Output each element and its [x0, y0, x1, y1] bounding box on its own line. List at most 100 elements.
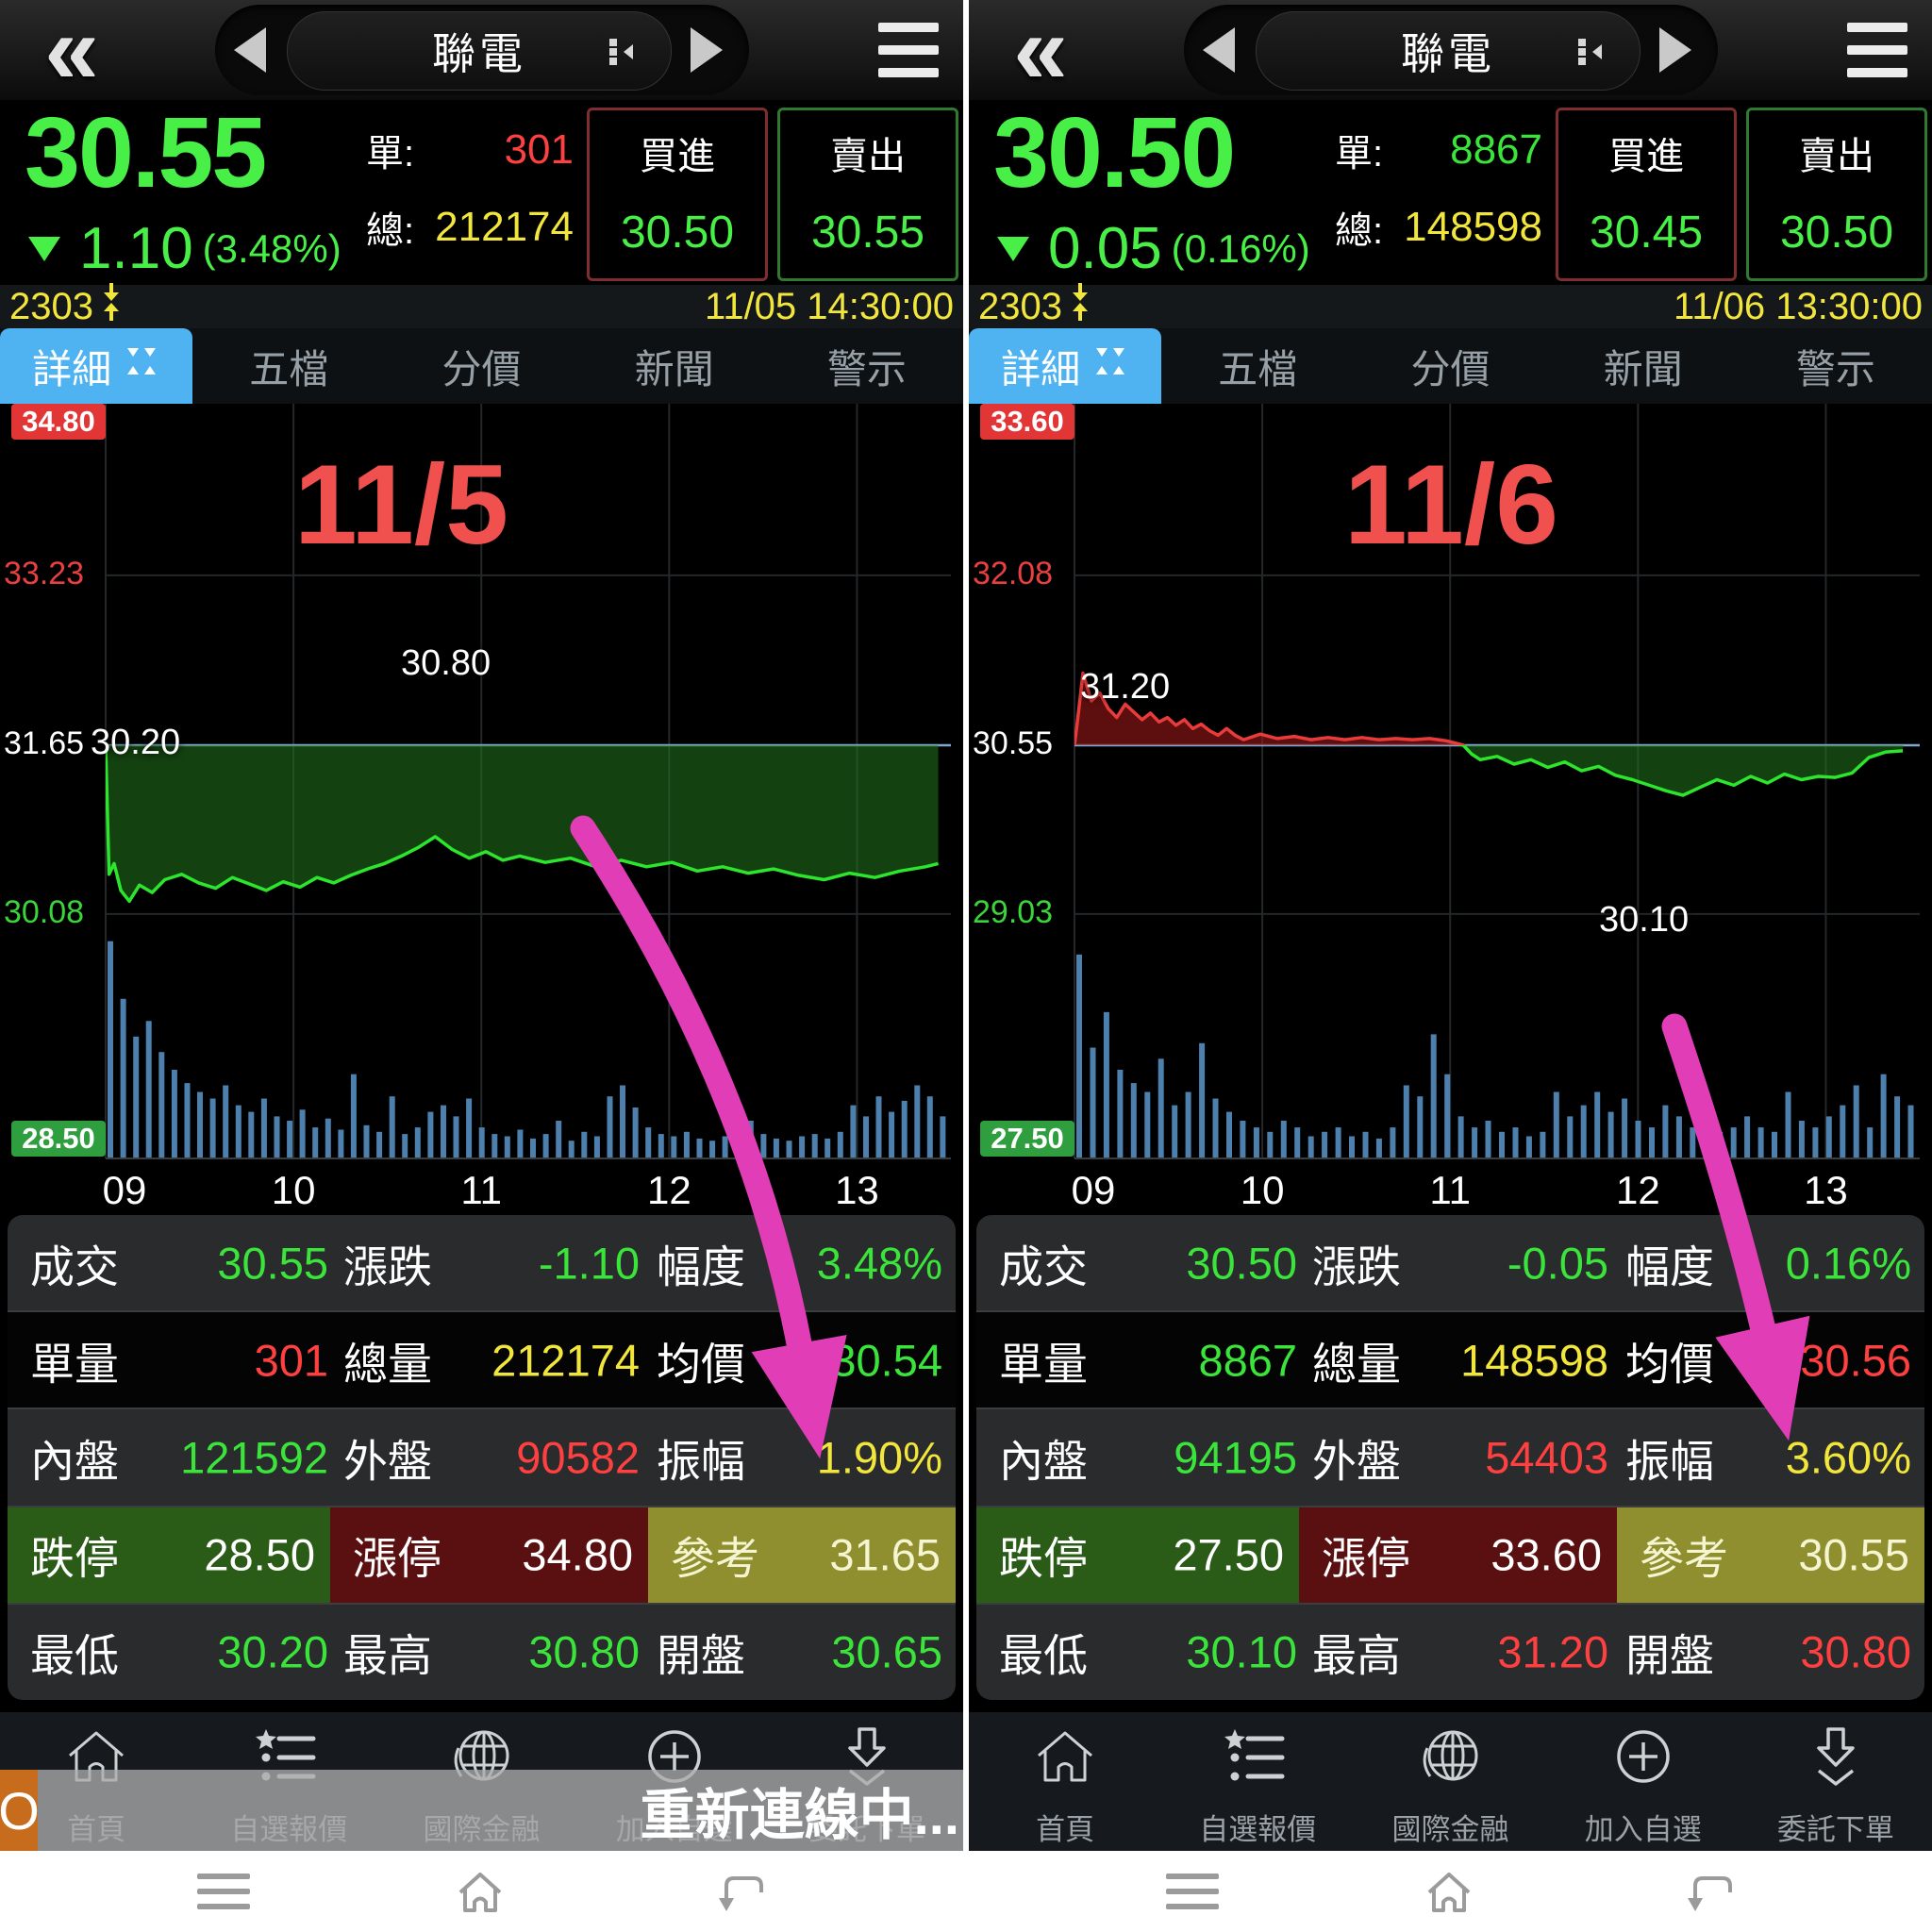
watchlist-icon [1222, 1722, 1293, 1798]
volume-summary: 單: 301 總: 212174 [366, 111, 574, 266]
next-stock-button[interactable] [1659, 27, 1703, 73]
nav-item-加入自選[interactable]: 加入自選 [1547, 1712, 1740, 1851]
triangle-left-icon [234, 27, 266, 73]
back-button[interactable]: « [974, 0, 1107, 105]
tab-警示[interactable]: 警示 [771, 328, 963, 404]
nav-item-label: 自選報價 [1199, 1813, 1317, 1846]
cell-label: 最低 [999, 1630, 1088, 1681]
limit-up-chip: 34.80 [11, 404, 106, 440]
buy-price: 30.50 [620, 208, 735, 258]
cell-value: 0.16% [1785, 1238, 1911, 1289]
change-percent: (3.48%) [202, 225, 341, 271]
svg-text:10: 10 [272, 1168, 316, 1212]
cell-value: 30.56 [1800, 1335, 1911, 1386]
cell-value: 3.60% [1785, 1432, 1911, 1483]
cell-label: 開盤 [1625, 1630, 1714, 1681]
price-point-label: 30.10 [1599, 900, 1690, 940]
cell-value: 30.50 [1186, 1238, 1297, 1289]
nav-item-label: 國際金融 [1391, 1813, 1509, 1846]
total-volume: 148598 [1404, 204, 1542, 250]
cell-label: 成交 [999, 1241, 1088, 1292]
android-back-icon[interactable] [710, 1864, 767, 1919]
tab-label: 詳細 [32, 346, 112, 391]
volume-summary: 單: 8867 總: 148598 [1335, 111, 1542, 266]
sell-price: 30.50 [1779, 208, 1894, 258]
buy-label: 買進 [640, 136, 715, 177]
android-home-icon[interactable] [1422, 1864, 1476, 1919]
buy-button[interactable]: 買進 30.50 [587, 108, 768, 281]
hamburger-menu-icon[interactable] [1847, 23, 1907, 77]
recent-apps-icon[interactable] [196, 1874, 250, 1909]
cell-value: -0.05 [1507, 1238, 1608, 1289]
last-price: 30.55 [25, 97, 267, 208]
price-change: 0.05 (0.16%) [997, 215, 1310, 282]
android-home-icon[interactable] [453, 1864, 508, 1919]
price-summary: 30.55 1.10 (3.48%) 單: 301 總: 212174 買進 30.… [0, 97, 963, 285]
nav-item-委託下單[interactable]: 委託下單 [1740, 1712, 1932, 1851]
cell-value: 30.80 [528, 1626, 640, 1677]
stock-selector[interactable]: 聯電 [287, 11, 672, 91]
ticker-statusbar: 2303 11/06 13:30:00 [969, 283, 1932, 328]
tab-label: 分價 [1410, 346, 1491, 391]
tab-五檔[interactable]: 五檔 [1161, 328, 1354, 404]
cell-value: 301 [254, 1335, 328, 1386]
stock-switch-icon[interactable] [1574, 35, 1607, 74]
tab-詳細[interactable]: 詳細 [0, 328, 193, 404]
buy-button[interactable]: 買進 30.45 [1556, 108, 1737, 281]
sell-button[interactable]: 賣出 30.55 [777, 108, 958, 281]
cell-value: 31.20 [1497, 1626, 1608, 1677]
down-arrow-icon [28, 236, 60, 261]
cell-label: 參考 [1640, 1533, 1728, 1584]
cell-value: 3.48% [816, 1238, 942, 1289]
cell-label: 均價 [1625, 1339, 1714, 1390]
cell-label: 漲跌 [343, 1241, 432, 1292]
android-system-bar [969, 1851, 1932, 1932]
hamburger-menu-icon[interactable] [878, 23, 939, 77]
double-chevron-left-icon: « [1013, 0, 1068, 105]
tab-分價[interactable]: 分價 [385, 328, 577, 404]
tab-詳細[interactable]: 詳細 [969, 328, 1162, 404]
cell-label: 內盤 [999, 1436, 1088, 1487]
cell-value: 30.20 [217, 1626, 328, 1677]
table-row: 單量 301 總量 212174 均價 30.54 [8, 1310, 956, 1408]
stock-code: 2303 [978, 285, 1062, 327]
stock-selector[interactable]: 聯電 [1256, 11, 1641, 91]
unit-label: 單: [366, 133, 415, 175]
nav-item-國際金融[interactable]: 國際金融 [1354, 1712, 1546, 1851]
price-change: 1.10 (3.48%) [28, 215, 341, 282]
tab-label: 五檔 [1218, 346, 1298, 391]
tab-分價[interactable]: 分價 [1354, 328, 1546, 404]
android-back-icon[interactable] [1679, 1864, 1736, 1919]
stock-switch-icon[interactable] [605, 35, 639, 74]
nav-item-自選報價[interactable]: 自選報價 [1161, 1712, 1354, 1851]
cell-value: 30.10 [1186, 1626, 1297, 1677]
recent-apps-icon[interactable] [1165, 1874, 1219, 1909]
sell-button[interactable]: 賣出 30.50 [1746, 108, 1927, 281]
limit-cell: 參考 31.65 [648, 1507, 956, 1603]
next-stock-button[interactable] [691, 27, 734, 73]
cell-label: 內盤 [30, 1436, 119, 1487]
tab-新聞[interactable]: 新聞 [578, 328, 771, 404]
tab-五檔[interactable]: 五檔 [192, 328, 385, 404]
app-header: « 聯電 [0, 0, 963, 100]
tab-警示[interactable]: 警示 [1740, 328, 1932, 404]
prev-stock-button[interactable] [1203, 27, 1246, 73]
app-header: « 聯電 [969, 0, 1932, 100]
cell-value: 31.65 [829, 1529, 941, 1580]
tab-新聞[interactable]: 新聞 [1547, 328, 1740, 404]
date-annotation: 11/5 [294, 441, 508, 568]
svg-text:13: 13 [835, 1168, 879, 1212]
nav-item-label: 委託下單 [1776, 1813, 1894, 1846]
cell-value: 30.55 [217, 1238, 328, 1289]
tab-label: 警示 [1795, 346, 1875, 391]
price-point-label: 31.20 [1080, 667, 1171, 707]
y-axis-label: 29.03 [973, 893, 1054, 930]
prev-stock-button[interactable] [234, 27, 277, 73]
cell-value: -1.10 [538, 1238, 640, 1289]
cell-label: 成交 [30, 1241, 119, 1292]
back-button[interactable]: « [6, 1, 138, 99]
stock-title: 聯電 [1401, 29, 1495, 78]
table-row: 單量 8867 總量 148598 均價 30.56 [976, 1310, 1924, 1408]
cell-value: 94195 [1174, 1432, 1297, 1483]
nav-item-首頁[interactable]: 首頁 [969, 1712, 1161, 1851]
